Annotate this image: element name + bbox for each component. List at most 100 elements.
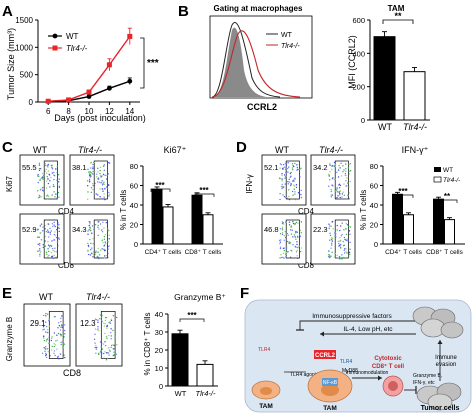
c-flow-dot [90,187,93,189]
c-flow-dot [55,235,57,237]
d-flow-dot [345,180,347,182]
c-bar [191,194,203,245]
c-flow-dot [89,223,91,225]
e-flow-dot [47,350,50,353]
e-flow-dot [45,321,47,323]
e-flow-dot [100,357,103,359]
c-flow-wt: WT [33,145,47,155]
e-flow-dot [63,324,66,326]
e-flow-dot [57,332,60,335]
e-ytick-label: 40 [155,310,163,319]
d-flow-dot [347,167,350,169]
d-flow-dot [294,177,296,180]
c-flow-dot [103,196,105,198]
d-flow-dot [333,161,336,164]
d-flow-dot [339,240,341,242]
c-flow-dot [86,198,89,200]
d-flow-dot [287,183,289,185]
e-flow-dot [61,326,64,328]
f-immunomod-arrowhead [378,375,382,381]
e-flow-dot [60,326,62,328]
c-flow-dot [104,174,106,176]
c-flow-dot [57,225,59,227]
e-flow-dot [53,343,55,345]
e-flow-dot [59,329,62,331]
e-flow-dot [45,356,48,359]
c-flow-dot [95,193,98,195]
c-flow-dot [53,191,55,193]
c-flow-frame [19,213,65,265]
f-nfkb-label: NF-κB [323,380,338,386]
f-tlr4-a: TLR4 [258,347,270,353]
c-flow-dot [46,253,48,256]
c-flow-dot [97,224,99,227]
c-flow-dot [39,189,42,191]
d-flow-dot [348,192,350,194]
f-immune-label: Immune [435,355,457,361]
e-flow-dot [100,354,103,356]
c-flow-dot [87,168,89,171]
e-flow-dot [50,349,53,351]
c-flow-dot [102,165,105,168]
d-flow-dot [297,168,299,171]
d-flow-frame [310,154,356,206]
b-bar [373,36,396,121]
c-flow-dot [53,171,55,174]
c-flow-dot [108,191,110,194]
d-flow-dot [338,194,341,196]
c-flow-dot [39,231,42,234]
d-flow-dot [279,257,281,259]
d-flow-dot [330,190,332,193]
d-flow-dot [343,252,346,254]
f-tlr4-agonists: TLR4 agonists [290,372,323,378]
d-flow-dot [295,186,298,189]
c-flow-dot [39,250,41,252]
c-category-label: CD8⁺ T cells [185,249,223,256]
e-flow-dot [45,354,47,357]
a-legend: WT Tlr4-/- [48,32,88,53]
d-bar [403,214,414,245]
d-flow-dot [289,172,292,175]
e-category-label: WT [175,389,187,398]
c-flow-dot [39,179,41,182]
c-flow-dot [102,173,105,176]
e-flow-dot [110,319,113,322]
c-flow-dot [89,221,91,223]
e-flow-dot [110,335,113,337]
e-flow-dot [62,346,64,349]
e-flow-dot [108,347,110,349]
c-flow-dot [102,190,104,192]
f-background [244,299,472,413]
e-flow-dot [61,315,63,317]
d-flow-dot [336,189,338,191]
c-flow-dot [107,230,109,232]
d-flow-dot [295,251,298,253]
d-ytick-label: 60 [370,182,378,191]
c-flow-dot [37,173,39,176]
d-flow-dot [347,182,349,184]
c-flow-dot [88,253,90,256]
b-legend-ko: Tlr4-/- [281,43,300,50]
d-flow-dot [300,189,303,192]
c-flow-dot [87,244,90,247]
b-bar-title: TAM [388,4,405,13]
d-flow-dot [344,174,346,177]
c-flow-dot [47,170,50,172]
c-flow-dot [52,225,54,228]
e-flow-dot [43,347,45,349]
d-flow-dot [329,256,331,259]
d-flow-dot [296,163,299,166]
c-flow-xlabel-bottom: CD8 [58,261,75,270]
d-flow-dot [291,190,294,193]
c-flow-dot [99,196,101,198]
e-flow-dot [42,320,44,322]
c-flow-dot [47,244,50,246]
c-flow-dot [39,178,41,180]
d-flow-dot [300,193,302,196]
e-flow-dot [112,314,115,317]
c-gate-0: 55.5 [22,163,37,172]
d-flow-dot [295,221,298,224]
d-flow-dot [294,198,296,201]
e-bar [196,363,214,387]
